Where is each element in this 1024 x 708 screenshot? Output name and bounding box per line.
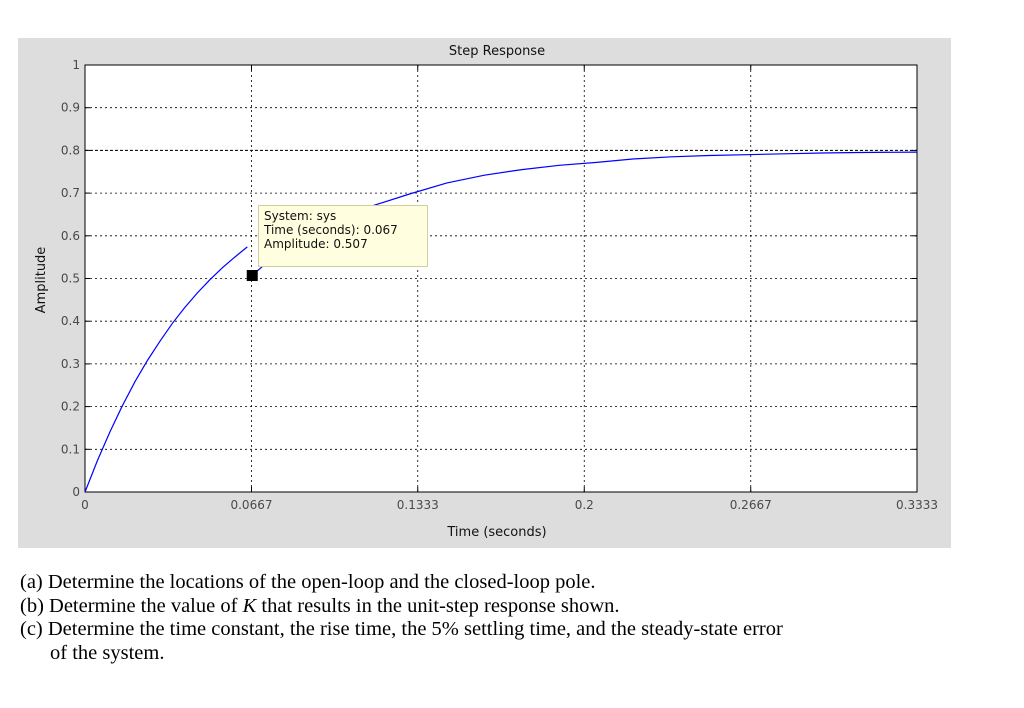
datatip: System: sys Time (seconds): 0.067 Amplit… [258,205,428,267]
datatip-amplitude: Amplitude: 0.507 [264,237,368,251]
y-axis-label: Amplitude [34,247,49,314]
y-tick-label: 0.6 [61,229,80,243]
question-b-prefix: (b) Determine the value of [20,594,243,617]
y-tick-label: 0.5 [61,272,80,286]
y-tick-label: 1 [72,58,80,72]
ticks: 0 0.0667 0.1333 0.2 0.2667 0.3333 0 0.1 0.2 0.3 0.… [61,58,938,512]
question-b-variable: K [242,594,257,617]
y-tick-label: 0.7 [61,186,80,200]
y-tick-label: 0 [72,485,80,499]
question-b-suffix: that results in the unit-step response s… [256,594,620,617]
x-tick-label: 0.1333 [397,498,439,512]
x-tick-label: 0.2 [575,498,594,512]
x-axis-label: Time (seconds) [446,525,546,540]
y-tick-label: 0.1 [61,442,80,456]
question-c-continuation: of the system. [50,641,165,664]
datatip-time: Time (seconds): 0.067 [264,223,398,237]
x-tick-label: 0 [81,498,89,512]
question-c: (c) Determine the time constant, the ris… [20,618,783,640]
chart-title: Step Response [449,44,545,59]
y-tick-label: 0.9 [61,101,80,115]
datatip-system: System: sys [264,209,337,223]
x-tick-label: 0.0667 [230,498,272,512]
x-tick-label: 0.2667 [730,498,772,512]
question-a: (a) Determine the locations of the open-… [20,571,596,593]
question-text: (a) Determine the locations of the open-… [20,571,1010,665]
step-response-chart: 0 0.0667 0.1333 0.2 0.2667 0.3333 0 0.1 0.2 0.3 0.… [34,44,938,540]
y-tick-label: 0.8 [61,143,80,157]
question-b: (b) Determine the value of K that result… [20,595,1010,619]
y-tick-label: 0.4 [61,314,80,328]
y-tick-label: 0.2 [61,400,80,414]
y-tick-label: 0.3 [61,357,80,371]
x-tick-label: 0.3333 [896,498,938,512]
datatip-marker[interactable] [246,270,258,282]
